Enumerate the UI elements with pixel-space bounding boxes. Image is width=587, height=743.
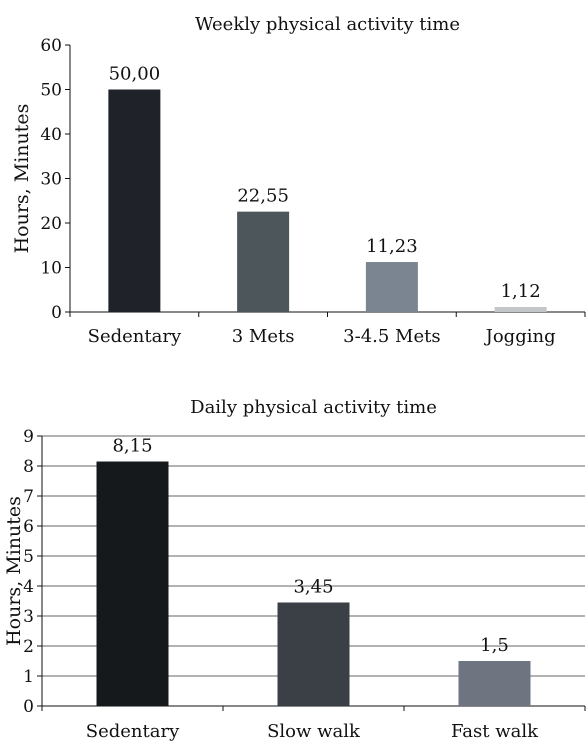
y-tick-label: 8 bbox=[23, 457, 34, 477]
data-label-3-4-5-mets: 11,23 bbox=[366, 236, 418, 257]
data-label-fast-walk: 1,5 bbox=[480, 635, 509, 656]
category-label-sedentary: Sedentary bbox=[88, 326, 182, 347]
y-tick-label: 30 bbox=[40, 170, 62, 190]
y-axis-label: Hours, Minutes bbox=[3, 496, 25, 646]
y-tick-label: 50 bbox=[40, 81, 62, 101]
y-tick-label: 1 bbox=[23, 667, 34, 687]
y-tick-label: 60 bbox=[40, 36, 62, 56]
bar-3-4-5-mets bbox=[365, 262, 418, 312]
category-label-sedentary: Sedentary bbox=[86, 721, 180, 742]
data-label-sedentary: 50,00 bbox=[109, 64, 161, 85]
y-tick-label: 7 bbox=[23, 487, 34, 507]
y-tick-label: 9 bbox=[23, 427, 34, 447]
bar-3-mets bbox=[237, 211, 290, 312]
bar-fast-walk bbox=[458, 661, 531, 706]
y-tick-label: 6 bbox=[23, 517, 34, 537]
y-tick-label: 0 bbox=[51, 303, 62, 323]
daily-activity-chart: Daily physical activity time Hours, Minut… bbox=[3, 397, 586, 742]
chart-title: Daily physical activity time bbox=[190, 397, 437, 418]
category-label-3-mets: 3 Mets bbox=[232, 326, 295, 347]
bar-slow-walk bbox=[277, 602, 350, 706]
bar-sedentary bbox=[96, 461, 169, 706]
data-label-sedentary: 8,15 bbox=[112, 436, 152, 457]
category-label-3-4-5-mets: 3-4.5 Mets bbox=[343, 326, 440, 347]
y-tick-label: 5 bbox=[23, 547, 34, 567]
y-axis-label: Hours, Minutes bbox=[11, 104, 33, 254]
weekly-activity-chart: Weekly physical activity time Hours, Minu… bbox=[11, 14, 586, 347]
data-label-jogging: 1,12 bbox=[501, 281, 541, 302]
y-tick-label: 4 bbox=[23, 577, 34, 597]
y-tick-label: 10 bbox=[40, 259, 62, 279]
y-tick-label: 40 bbox=[40, 125, 62, 145]
data-label-3-mets: 22,55 bbox=[237, 186, 289, 207]
category-label-slow-walk: Slow walk bbox=[267, 721, 361, 742]
data-label-slow-walk: 3,45 bbox=[293, 577, 333, 598]
bar-jogging bbox=[494, 307, 547, 312]
y-tick-label: 20 bbox=[40, 214, 62, 234]
category-label-fast-walk: Fast walk bbox=[451, 721, 539, 742]
y-tick-label: 0 bbox=[23, 697, 34, 717]
category-label-jogging: Jogging bbox=[484, 326, 556, 347]
chart-title: Weekly physical activity time bbox=[195, 14, 460, 35]
bar-sedentary bbox=[108, 89, 161, 312]
y-tick-label: 2 bbox=[23, 637, 34, 657]
y-tick-label: 3 bbox=[23, 607, 34, 627]
